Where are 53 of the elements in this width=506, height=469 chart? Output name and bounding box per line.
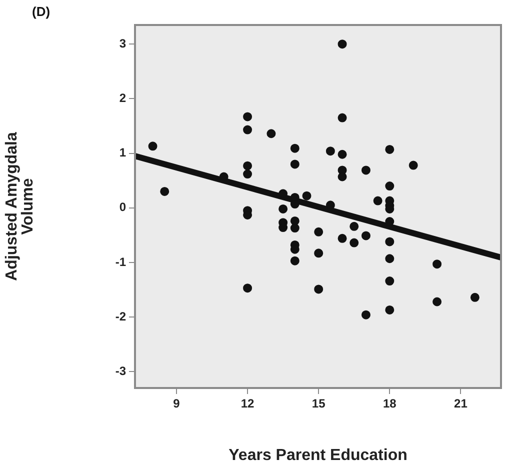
y-tick-label: 0 xyxy=(119,200,126,214)
point xyxy=(302,191,312,200)
point xyxy=(338,234,347,243)
y-tick-label: 2 xyxy=(119,91,126,106)
x-axis-title: Years Parent Education xyxy=(228,446,408,464)
chart-title: (D) xyxy=(32,4,50,20)
point xyxy=(385,237,394,246)
point xyxy=(350,238,359,248)
point xyxy=(266,129,276,138)
y-tick-label: -1 xyxy=(115,254,126,269)
point xyxy=(361,166,370,175)
point xyxy=(243,125,252,134)
point xyxy=(326,146,335,156)
point xyxy=(385,305,394,314)
point xyxy=(243,161,252,170)
x-tick-label: 21 xyxy=(454,396,468,411)
point xyxy=(290,224,300,233)
point xyxy=(290,160,300,169)
point xyxy=(432,297,442,306)
x-tick-label: 9 xyxy=(173,396,180,411)
y-axis-title: Adjusted Amygdala Volume xyxy=(3,132,36,281)
y-tick-label: -3 xyxy=(115,364,126,378)
point xyxy=(160,186,170,196)
x-tick-label: 15 xyxy=(312,396,326,411)
point xyxy=(385,144,394,154)
point xyxy=(314,248,324,258)
point xyxy=(278,204,288,214)
point xyxy=(432,260,442,269)
point xyxy=(373,196,382,206)
point xyxy=(314,284,324,294)
point xyxy=(314,227,324,236)
point xyxy=(361,310,370,320)
point xyxy=(350,222,359,231)
point xyxy=(338,113,347,122)
y-tick-label: 3 xyxy=(119,36,126,50)
point xyxy=(385,182,394,191)
point xyxy=(243,170,252,179)
y-tick-label: -2 xyxy=(115,309,126,324)
point xyxy=(290,144,300,153)
point xyxy=(338,150,347,159)
point xyxy=(408,160,418,170)
point xyxy=(148,142,158,151)
point xyxy=(243,284,252,293)
point xyxy=(361,231,370,240)
y-tick-label: 1 xyxy=(119,146,126,160)
x-tick-label: 18 xyxy=(382,396,397,411)
point xyxy=(338,40,347,49)
point xyxy=(385,276,394,286)
point xyxy=(290,256,300,266)
point xyxy=(385,254,394,264)
x-tick-label: 12 xyxy=(240,396,255,411)
point xyxy=(243,112,252,122)
point xyxy=(470,292,480,302)
